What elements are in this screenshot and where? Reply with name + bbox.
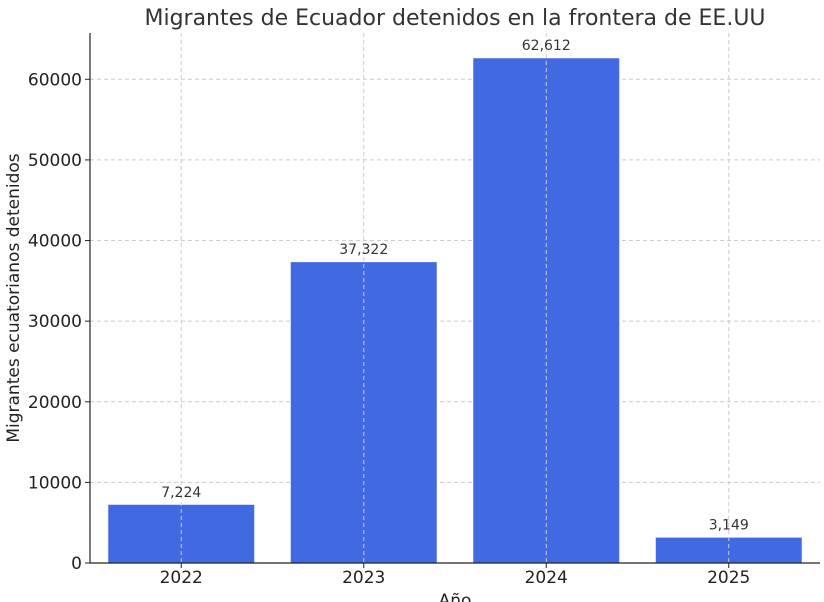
y-tick-label: 60000 xyxy=(28,70,82,90)
bar-value-label: 62,612 xyxy=(522,38,571,54)
chart-title: Migrantes de Ecuador detenidos en la fro… xyxy=(144,6,765,31)
x-tick-label: 2023 xyxy=(342,568,385,588)
x-ticks: 2022 2023 2024 2025 xyxy=(160,563,750,588)
y-tick-label: 0 xyxy=(71,554,82,574)
y-tick-label: 30000 xyxy=(28,312,82,332)
x-tick-label: 2022 xyxy=(160,568,203,588)
x-axis-title: Año xyxy=(439,591,472,602)
y-tick-label: 40000 xyxy=(28,232,82,252)
y-tick-label: 50000 xyxy=(28,151,82,171)
x-tick-label: 2024 xyxy=(525,568,568,588)
y-ticks: 0 10000 20000 30000 40000 50000 60000 xyxy=(28,70,90,574)
x-tick-label: 2025 xyxy=(707,568,750,588)
grid xyxy=(90,78,820,564)
bar-value-label: 7,224 xyxy=(161,485,201,501)
axes xyxy=(89,33,820,564)
bar xyxy=(473,58,620,564)
y-tick-label: 10000 xyxy=(28,473,82,493)
y-tick-label: 20000 xyxy=(28,393,82,413)
data-labels: 7,224 37,322 62,612 3,149 xyxy=(161,33,749,563)
bar-value-label: 37,322 xyxy=(339,242,388,258)
y-axis-title: Migrantes ecuatorianos detenidos xyxy=(4,153,24,442)
bars xyxy=(108,58,802,564)
bar-value-label: 3,149 xyxy=(709,518,749,534)
